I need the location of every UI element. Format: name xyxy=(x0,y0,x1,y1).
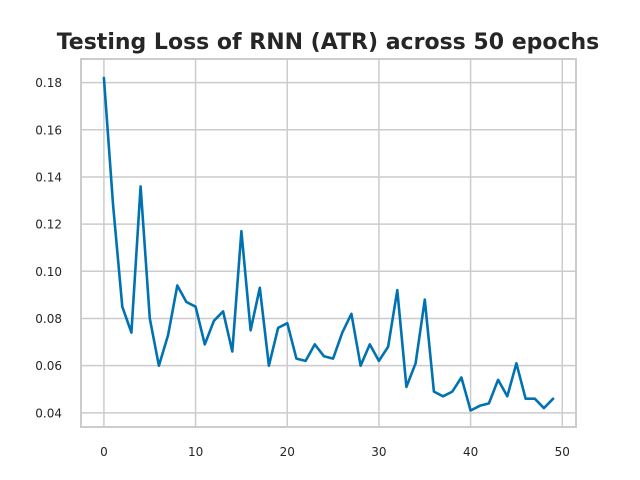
x-tick-label: 20 xyxy=(280,445,295,459)
plot-area-frame xyxy=(80,58,577,428)
grid xyxy=(81,59,576,427)
x-tick-label: 0 xyxy=(100,445,108,459)
y-axis-tick-labels: 0.04 0.06 0.08 0.10 0.12 0.14 0.16 0.18 xyxy=(35,76,62,420)
y-tick-label: 0.10 xyxy=(35,265,62,279)
y-tick-label: 0.12 xyxy=(35,218,62,232)
x-axis-tick-labels: 0 10 20 30 40 50 xyxy=(100,445,570,459)
y-tick-label: 0.16 xyxy=(35,123,62,137)
x-tick-label: 30 xyxy=(371,445,386,459)
x-tick-label: 10 xyxy=(188,445,203,459)
x-tick-label: 50 xyxy=(555,445,570,459)
y-tick-label: 0.14 xyxy=(35,170,62,184)
chart-title: Testing Loss of RNN (ATR) across 50 epoc… xyxy=(57,30,600,55)
y-tick-label: 0.18 xyxy=(35,76,62,90)
y-tick-label: 0.04 xyxy=(35,406,62,420)
series-layer xyxy=(102,76,555,412)
y-tick-label: 0.06 xyxy=(35,359,62,373)
y-tick-label: 0.08 xyxy=(35,312,62,326)
loss-series-line xyxy=(102,76,555,412)
x-tick-label: 40 xyxy=(463,445,478,459)
